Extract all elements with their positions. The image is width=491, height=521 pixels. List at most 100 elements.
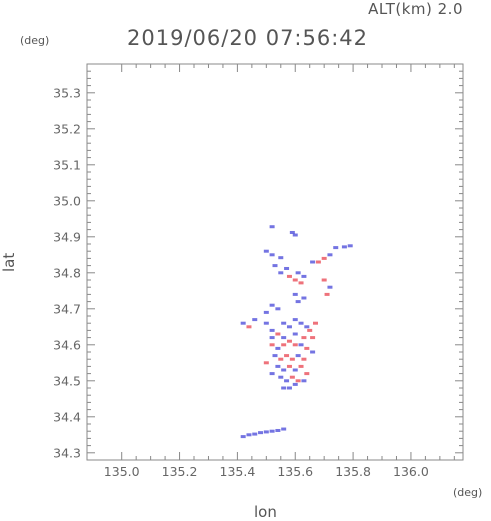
x-tick-label: 135.8 xyxy=(335,464,371,479)
data-point-negative xyxy=(258,431,264,435)
data-point-positive xyxy=(284,354,290,358)
data-point-negative xyxy=(263,249,269,253)
y-tick-label: 34.8 xyxy=(53,265,81,280)
data-point-negative xyxy=(281,386,287,390)
data-point-negative xyxy=(310,350,316,354)
data-point-positive xyxy=(301,357,307,361)
y-tick-label: 35.0 xyxy=(53,193,81,208)
data-point-positive xyxy=(324,292,330,296)
data-point-positive xyxy=(295,379,301,383)
data-point-positive xyxy=(315,260,321,264)
data-point-negative xyxy=(263,310,269,314)
data-point-negative xyxy=(269,372,275,376)
y-tick-label: 34.3 xyxy=(53,445,81,460)
data-point-positive xyxy=(263,361,269,365)
data-point-negative xyxy=(341,245,347,249)
data-point-negative xyxy=(263,321,269,325)
data-point-positive xyxy=(269,343,275,347)
data-point-negative xyxy=(292,233,298,237)
x-axis-unit: (deg) xyxy=(453,486,483,499)
data-point-negative xyxy=(286,325,292,329)
data-point-positive xyxy=(304,372,310,376)
y-tick-label: 34.7 xyxy=(53,301,81,316)
data-point-negative xyxy=(310,260,316,264)
x-tick-label: 135.2 xyxy=(162,464,198,479)
data-point-positive xyxy=(301,336,307,340)
data-point-negative xyxy=(272,264,278,268)
data-point-positive xyxy=(278,357,284,361)
data-point-negative xyxy=(327,253,333,257)
x-tick-label: 135.0 xyxy=(104,464,140,479)
data-point-negative xyxy=(281,368,287,372)
data-point-negative xyxy=(301,296,307,300)
data-point-negative xyxy=(281,321,287,325)
data-point-negative xyxy=(275,307,281,311)
data-point-negative xyxy=(269,429,275,433)
data-point-positive xyxy=(286,274,292,278)
altitude-label: ALT(km) 2.0 xyxy=(368,0,463,18)
data-point-positive xyxy=(304,346,310,350)
data-point-negative xyxy=(275,428,281,432)
plot-frame xyxy=(86,63,464,461)
y-tick-label: 34.6 xyxy=(53,337,81,352)
data-point-negative xyxy=(292,332,298,336)
data-point-negative xyxy=(284,379,290,383)
data-point-negative xyxy=(298,321,304,325)
y-tick-label: 35.1 xyxy=(53,157,81,172)
y-axis-unit: (deg) xyxy=(20,34,50,47)
data-point-negative xyxy=(292,382,298,386)
data-point-negative xyxy=(289,230,295,234)
data-point-negative xyxy=(292,292,298,296)
data-point-negative xyxy=(298,343,304,347)
data-point-positive xyxy=(310,336,316,340)
data-point-negative xyxy=(301,274,307,278)
x-tick-label: 135.4 xyxy=(220,464,256,479)
data-point-positive xyxy=(289,375,295,379)
data-point-negative xyxy=(295,300,301,304)
data-point-negative xyxy=(347,244,353,248)
data-point-positive xyxy=(298,364,304,368)
data-point-negative xyxy=(269,303,275,307)
data-point-negative xyxy=(263,430,269,434)
data-point-negative xyxy=(327,285,333,289)
data-point-positive xyxy=(292,278,298,282)
x-axis-title: lon xyxy=(254,503,277,521)
data-point-negative xyxy=(272,354,278,358)
data-point-positive xyxy=(321,256,327,260)
data-point-negative xyxy=(278,375,284,379)
y-tick-label: 34.5 xyxy=(53,373,81,388)
data-point-negative xyxy=(295,271,301,275)
data-point-positive xyxy=(292,343,298,347)
data-point-positive xyxy=(298,281,304,285)
x-tick-label: 136.0 xyxy=(393,464,429,479)
timestamp-title: 2019/06/20 07:56:42 xyxy=(127,26,369,50)
data-point-positive xyxy=(281,343,287,347)
data-point-negative xyxy=(275,364,281,368)
data-point-negative xyxy=(292,368,298,372)
data-point-positive xyxy=(307,328,313,332)
data-point-negative xyxy=(301,379,307,383)
data-point-negative xyxy=(246,433,252,437)
data-point-negative xyxy=(269,336,275,340)
data-point-negative xyxy=(304,325,310,329)
points-layer xyxy=(240,225,353,439)
data-point-negative xyxy=(286,386,292,390)
data-point-negative xyxy=(278,271,284,275)
data-point-negative xyxy=(295,354,301,358)
ticks-layer: 34.3 34.4 34.5 34.6 34.7 34.8 34.9 35.0 35.1 35.2… xyxy=(53,63,463,479)
data-point-negative xyxy=(284,266,290,270)
data-point-positive xyxy=(275,332,281,336)
y-tick-label: 34.4 xyxy=(53,409,81,424)
data-point-negative xyxy=(240,435,246,439)
data-point-negative xyxy=(275,346,281,350)
y-tick-label: 35.3 xyxy=(53,85,81,100)
y-tick-label: 34.9 xyxy=(53,229,81,244)
data-point-positive xyxy=(286,364,292,368)
data-point-negative xyxy=(278,256,284,260)
data-point-negative xyxy=(281,427,287,431)
data-point-negative xyxy=(252,432,258,436)
data-point-negative xyxy=(240,321,246,325)
data-point-negative xyxy=(252,318,258,322)
data-point-positive xyxy=(312,321,318,325)
